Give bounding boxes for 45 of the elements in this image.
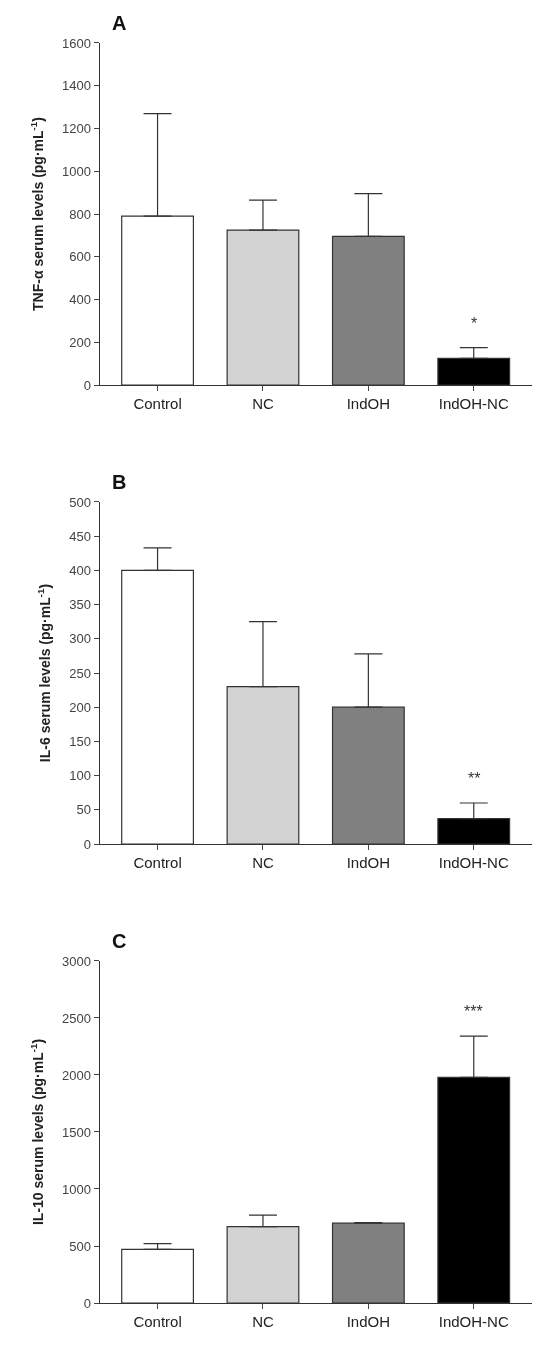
y-tick-label: 2000 <box>62 1067 91 1083</box>
annotation: *** <box>464 1003 483 1020</box>
y-tick-label: 250 <box>69 665 91 681</box>
y-tick-label: 50 <box>76 802 91 818</box>
y-tick-label: 200 <box>69 699 91 715</box>
y-tick-label: 2500 <box>62 1010 91 1026</box>
chart-title: B <box>112 471 127 493</box>
annotation: * <box>471 315 478 332</box>
y-tick-label: 200 <box>69 334 91 350</box>
y-tick-label: 0 <box>83 377 91 393</box>
y-tick-label: 1000 <box>62 1181 91 1197</box>
x-tick-label: NC <box>252 854 274 872</box>
x-tick-label: Control <box>133 1313 182 1331</box>
y-tick-label: 800 <box>69 206 91 222</box>
y-tick-label: 600 <box>69 249 91 265</box>
chart-title: C <box>112 930 127 952</box>
y-tick-label: 400 <box>69 562 91 578</box>
y-tick-label: 1400 <box>62 78 91 94</box>
x-tick-label: IndOH-NC <box>438 1313 509 1331</box>
y-tick-label: 0 <box>83 836 91 852</box>
x-tick-label: Control <box>133 395 182 413</box>
x-tick-label: IndOH <box>346 1313 391 1331</box>
x-tick-label: IndOH-NC <box>438 395 509 413</box>
x-tick-label: Control <box>133 854 182 872</box>
chart-title: A <box>112 12 127 34</box>
x-tick-label: NC <box>252 395 274 413</box>
y-tick-label: 500 <box>69 494 91 510</box>
y-tick-label: 400 <box>69 292 91 308</box>
y-tick-label: 300 <box>69 631 91 647</box>
y-tick-label: 150 <box>69 733 91 749</box>
y-tick-label: 100 <box>69 768 91 784</box>
x-tick-label: IndOH <box>346 395 391 413</box>
x-tick-label: IndOH-NC <box>438 854 509 872</box>
y-tick-label: 350 <box>69 597 91 613</box>
y-tick-label: 1500 <box>62 1124 91 1140</box>
y-tick-label: 1200 <box>62 121 91 137</box>
y-tick-label: 1000 <box>62 163 91 179</box>
y-tick-label: 3000 <box>62 953 91 969</box>
x-tick-label: NC <box>252 1313 274 1331</box>
annotation: ** <box>468 770 481 787</box>
x-tick-label: IndOH <box>346 854 391 872</box>
y-tick-label: 0 <box>83 1295 91 1311</box>
y-tick-label: 500 <box>69 1238 91 1254</box>
y-tick-label: 450 <box>69 528 91 544</box>
y-tick-label: 1600 <box>62 35 91 51</box>
